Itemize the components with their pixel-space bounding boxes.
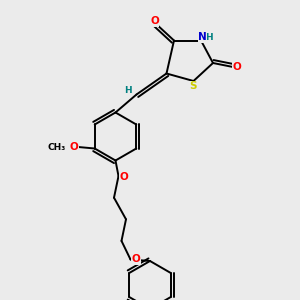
Text: O: O	[232, 62, 242, 73]
Text: N: N	[198, 32, 207, 43]
Text: O: O	[150, 16, 159, 26]
Text: O: O	[69, 142, 78, 152]
Text: H: H	[124, 86, 131, 95]
Text: S: S	[190, 81, 197, 92]
Text: H: H	[205, 33, 212, 42]
Text: O: O	[131, 254, 140, 265]
Text: CH₃: CH₃	[47, 142, 66, 152]
Text: O: O	[119, 172, 128, 182]
